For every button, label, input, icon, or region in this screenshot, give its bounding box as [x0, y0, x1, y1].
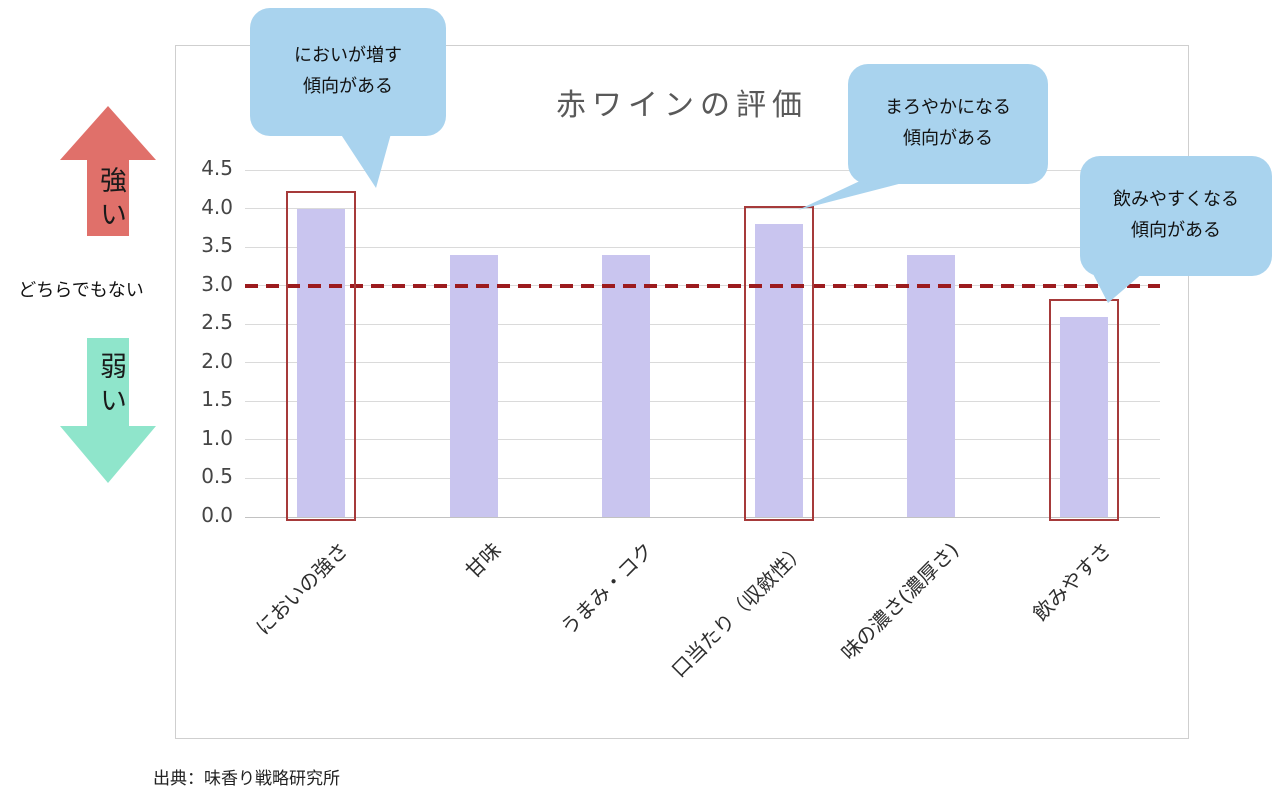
- bar: [1059, 316, 1108, 517]
- x-axis-label: 甘味: [460, 537, 506, 584]
- reference-line: [245, 283, 1160, 288]
- y-tick-label: 4.5: [201, 156, 233, 180]
- weak-arrow-shape: [60, 338, 156, 483]
- x-axis-label: うまみ・コク: [556, 537, 659, 640]
- gridline: [245, 323, 1160, 325]
- strong-arrow-up-icon: [60, 106, 156, 236]
- gridline: [245, 246, 1160, 248]
- gridline: [245, 208, 1160, 210]
- bar: [754, 223, 803, 517]
- y-tick-label: 2.5: [201, 310, 233, 335]
- bar: [449, 254, 498, 517]
- gridline: [245, 516, 1160, 518]
- y-tick-label: 4.0: [201, 194, 233, 219]
- x-axis-label: 口当たり（収斂性）: [666, 537, 811, 683]
- callout-easier-to-drink: 飲みやすくなる 傾向がある: [1080, 156, 1272, 276]
- highlight-box: [1048, 298, 1119, 521]
- x-axis-label: 飲みやすさ: [1027, 537, 1116, 626]
- callout-smell-increase: においが増す 傾向がある: [250, 8, 446, 136]
- y-tick-label: 1.0: [201, 425, 233, 450]
- bar: [297, 208, 346, 517]
- gridline: [245, 477, 1160, 479]
- gridline: [245, 400, 1160, 402]
- bar: [602, 254, 651, 517]
- y-tick-label: 2.0: [201, 348, 233, 373]
- weak-arrow-down-icon: [60, 338, 156, 483]
- strong-arrow-shape: [60, 106, 156, 236]
- y-tick-label: 0.5: [201, 464, 233, 489]
- neutral-label: どちらでもない: [18, 280, 144, 301]
- y-tick-label: 3.5: [201, 233, 233, 258]
- strong-label: 強い: [95, 166, 126, 234]
- weak-label: 弱い: [95, 352, 126, 420]
- gridline: [245, 169, 1160, 171]
- y-tick-label: 3.0: [201, 271, 233, 296]
- chart-title: 赤ワインの評価: [556, 88, 808, 123]
- source-credit: 出典：味香り戦略研究所: [153, 769, 340, 789]
- gridline: [245, 439, 1160, 441]
- highlight-box: [286, 190, 357, 521]
- highlight-box: [743, 205, 814, 521]
- y-tick-label: 1.5: [201, 387, 233, 412]
- x-axis-label: においの強さ: [251, 537, 354, 640]
- gridline: [245, 362, 1160, 364]
- x-axis-label: 味の濃さ(濃厚さ): [836, 537, 964, 665]
- y-tick-label: 0.0: [201, 503, 233, 527]
- callout-becomes-mellow: まろやかになる 傾向がある: [848, 64, 1048, 184]
- bar: [907, 254, 956, 517]
